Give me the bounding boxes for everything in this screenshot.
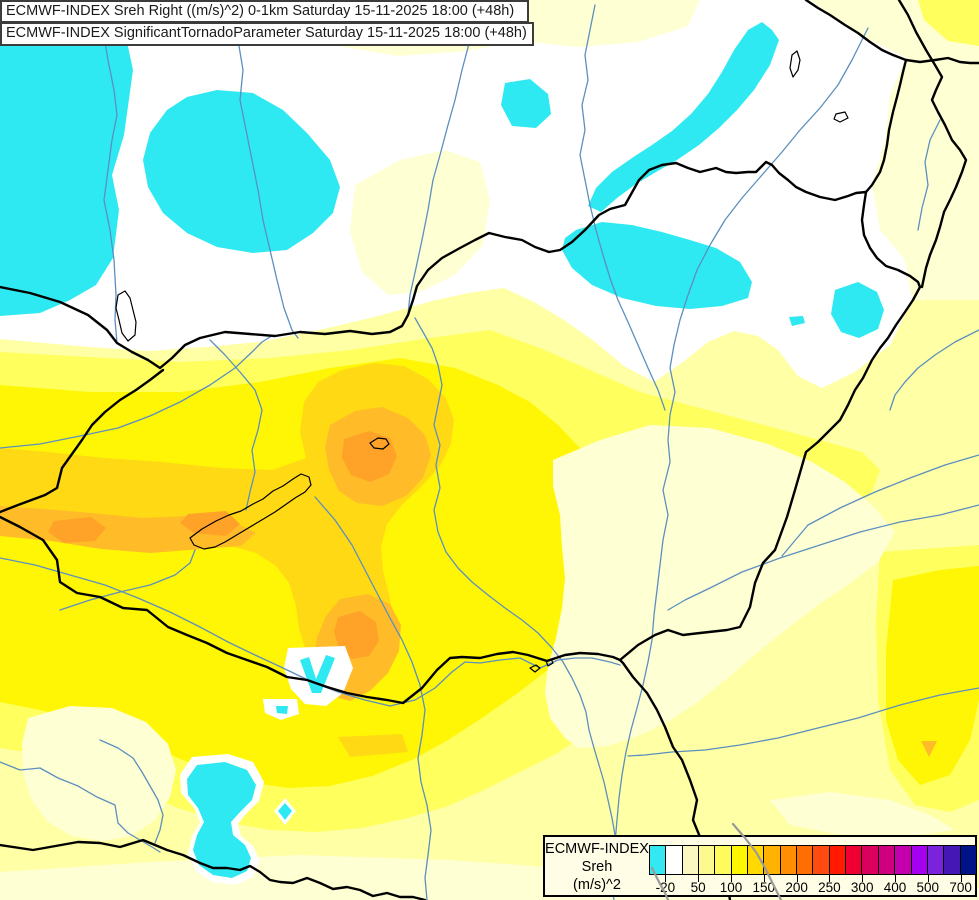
legend-color-cell-19 xyxy=(959,846,976,874)
legend-color-cell-4 xyxy=(714,846,731,874)
color-scale-bar xyxy=(649,845,977,875)
color-legend: ECMWF-INDEX Sreh (m/s)^2 -20 50 100 150 200 2… xyxy=(543,835,977,897)
border-austria-hungary-west xyxy=(0,368,165,514)
river-tisza xyxy=(611,27,869,889)
river-bodrog xyxy=(579,4,666,411)
lakes xyxy=(115,50,849,673)
legend-color-cell-3 xyxy=(698,846,715,874)
border-slovenia-croatia-south xyxy=(0,515,622,705)
legend-color-cell-0 xyxy=(650,846,666,874)
lake-neusiedl xyxy=(115,290,137,342)
border-ukraine-romania xyxy=(897,0,968,289)
legend-tick-mark xyxy=(895,875,896,882)
river-bosut xyxy=(99,739,164,844)
border-croatia-bosnia xyxy=(0,838,427,900)
river-zala xyxy=(59,549,196,611)
legend-tick-mark xyxy=(829,875,831,882)
legend-parameter: Sreh xyxy=(581,859,613,875)
legend-color-cell-2 xyxy=(681,846,699,874)
river-mura-drava xyxy=(0,557,621,707)
legend-color-cell-17 xyxy=(926,846,944,874)
lake-small-south-2 xyxy=(545,658,554,667)
legend-color-cell-16 xyxy=(910,846,927,874)
legend-color-cell-14 xyxy=(877,846,895,874)
legend-tick-mark xyxy=(960,875,962,882)
legend-color-cell-12 xyxy=(845,846,862,874)
legend-tick-label: 500 xyxy=(916,880,940,895)
river-ne-2 xyxy=(889,329,979,411)
title-text-2: ECMWF-INDEX SignificantTornadoParameter … xyxy=(6,25,527,41)
legend-title: ECMWF-INDEX xyxy=(545,841,649,857)
lake-balaton xyxy=(189,473,312,550)
legend-color-cell-9 xyxy=(796,846,813,874)
legend-color-cell-8 xyxy=(779,846,797,874)
river-marcal xyxy=(209,339,263,511)
legend-color-cell-6 xyxy=(747,846,764,874)
legend-tick-mark xyxy=(698,875,700,882)
legend-tick-label: 400 xyxy=(883,880,907,895)
legend-tick-label: 200 xyxy=(785,880,808,895)
border-austria-slovakia xyxy=(0,160,868,370)
legend-tick-label: 700 xyxy=(949,880,972,895)
river-raba xyxy=(0,336,271,449)
legend-color-cell-18 xyxy=(943,846,960,874)
lake-ne-small-2 xyxy=(833,111,849,123)
legend-color-cell-11 xyxy=(828,846,846,874)
river-koros-branch xyxy=(781,454,979,557)
legend-tick-mark xyxy=(927,875,929,882)
border-hungary-ukraine xyxy=(860,190,922,289)
legend-tick-label: 250 xyxy=(818,880,841,895)
lake-velence xyxy=(369,437,390,450)
legend-color-cell-1 xyxy=(665,846,682,874)
border-slovakia-poland xyxy=(804,0,979,65)
river-hron xyxy=(407,9,481,316)
river-vah xyxy=(232,7,299,339)
map-title-line2: ECMWF-INDEX SignificantTornadoParameter … xyxy=(0,22,534,46)
lake-small-south-1 xyxy=(529,664,541,673)
legend-color-cell-7 xyxy=(763,846,780,874)
border-hungary-romania xyxy=(618,285,922,662)
river-sio-kapos xyxy=(314,496,432,900)
river-ne-1 xyxy=(917,119,941,231)
legend-color-cell-10 xyxy=(812,846,829,874)
border-slovakia-ukraine xyxy=(864,58,908,194)
legend-title-block: ECMWF-INDEX Sreh (m/s)^2 xyxy=(545,840,649,894)
rivers xyxy=(0,4,979,900)
legend-tick-mark xyxy=(731,875,732,882)
legend-tick-label: 300 xyxy=(850,880,874,895)
legend-tick-mark xyxy=(862,875,864,882)
legend-color-cell-13 xyxy=(861,846,878,874)
map-title-line1: ECMWF-INDEX Sreh Right ((m/s)^2) 0-1km S… xyxy=(0,0,529,23)
legend-color-cell-15 xyxy=(894,846,911,874)
legend-units: (m/s)^2 xyxy=(573,877,621,893)
legend-tick-mark xyxy=(796,875,798,882)
river-morava xyxy=(102,29,118,344)
river-koros xyxy=(667,504,979,611)
title-text-1: ECMWF-INDEX Sreh Right ((m/s)^2) 0-1km S… xyxy=(6,3,515,19)
lake-ne-small-1 xyxy=(789,50,801,78)
legend-tick-label: 50 xyxy=(690,880,706,895)
river-danube xyxy=(414,317,616,900)
river-maros xyxy=(627,687,979,757)
legend-color-cell-5 xyxy=(730,846,748,874)
